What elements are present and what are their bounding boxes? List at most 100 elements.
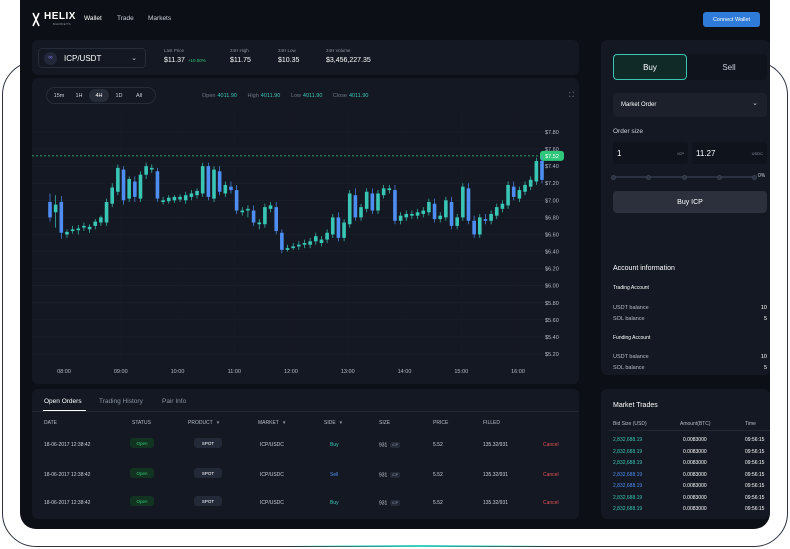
sort-down-icon: ▼: [338, 420, 344, 425]
nav-link-markets[interactable]: Markets: [148, 15, 172, 22]
size-slider[interactable]: [611, 174, 757, 180]
candle-body: [404, 213, 409, 218]
orders-panel: Open Orders Trading History Pair Info DA…: [32, 389, 579, 519]
expand-icon[interactable]: ⛶: [569, 92, 574, 99]
high-value: $11.75: [230, 57, 251, 64]
list-item: 2,832,688.19 0.0083000 09:56:15: [601, 449, 770, 460]
timeframe-15m[interactable]: 15m: [53, 92, 65, 99]
y-tick-label: $7.20: [545, 181, 559, 187]
x-tick-label: 12:00: [284, 369, 298, 375]
slider-stop[interactable]: [682, 174, 687, 180]
col-side[interactable]: SIDE ▼: [324, 420, 344, 426]
decorative-glow: [290, 545, 550, 547]
order-side: Buy: [330, 500, 339, 506]
cancel-order-button[interactable]: Cancel: [543, 472, 559, 478]
table-row: 18-06-2017 12:38:42 Open SPOT ICP/USDC Buy 93…: [32, 493, 579, 513]
connect-wallet-button[interactable]: Connect Wallet: [703, 12, 760, 27]
timeframe-1d[interactable]: 1D: [115, 92, 123, 99]
cancel-order-button[interactable]: Cancel: [543, 442, 559, 448]
x-tick-label: 15:00: [454, 369, 468, 375]
trading-account-label: Trading Account: [613, 285, 649, 291]
timeframe-all[interactable]: All: [135, 92, 143, 99]
total-input[interactable]: 11.27 USDC: [692, 142, 767, 164]
tab-pair-info[interactable]: Pair Info: [162, 398, 187, 405]
candle-body: [483, 219, 488, 221]
x-tick-label: 10:00: [171, 369, 185, 375]
volume-value: $3,456,227.35: [326, 57, 371, 64]
trading-usdt-row: USDT balance 10: [613, 305, 767, 311]
y-tick-label: $5.40: [545, 335, 559, 341]
candle-body: [511, 186, 516, 197]
trade-price: 2,832,688.19: [613, 448, 643, 455]
trade-time: 09:56:15: [745, 448, 765, 455]
stat-24h-volume: 24H Volume $3,456,227.35: [326, 48, 371, 64]
slider-stop[interactable]: [646, 174, 651, 180]
nav-link-trade[interactable]: Trade: [117, 15, 134, 22]
slider-stop[interactable]: [752, 174, 757, 180]
market-trades-panel: Market Trades Bid Size (USD) Amount(BTC)…: [601, 389, 770, 519]
candle-body: [217, 171, 222, 192]
candle-body: [183, 195, 188, 201]
trade-amount: 0.0083000: [683, 460, 707, 466]
col-market[interactable]: MARKET ▼: [258, 420, 287, 426]
buy-sell-toggle: Buy Sell: [613, 54, 767, 80]
col-amount: Amount(BTC): [680, 421, 711, 427]
nav-link-wallet[interactable]: Wallet: [84, 15, 102, 22]
candle-body: [472, 220, 476, 235]
pair-selector[interactable]: ∞ ICP/USDT ⌄: [38, 48, 146, 68]
trade-time: 09:56:15: [745, 471, 765, 478]
candle-body: [421, 210, 426, 214]
buy-tab[interactable]: Buy: [613, 54, 687, 80]
candle-body: [189, 193, 194, 197]
sort-down-icon: ▼: [215, 420, 221, 425]
candlestick-chart[interactable]: $7.80 $7.60 $7.40 $7.20 $7.00 $6.80 $6.60 $6.40…: [32, 78, 579, 384]
candle-body: [528, 179, 533, 187]
active-tab-indicator: [43, 410, 86, 411]
candle-body: [477, 217, 482, 235]
cancel-order-button[interactable]: Cancel: [543, 500, 559, 506]
low-value: $10.35: [278, 57, 300, 64]
buy-icp-button[interactable]: Buy ICP: [613, 191, 767, 213]
table-row: 18-06-2017 12:38:42 Open SPOT ICP/USDC Buy 93…: [32, 435, 579, 455]
trade-price: 2,832,688.19: [613, 506, 643, 512]
candle-body: [59, 202, 64, 233]
helix-logo[interactable]: HELIX MARKETS: [31, 11, 75, 29]
account-title: Account information: [613, 265, 675, 272]
candle-body: [302, 243, 307, 245]
order-side: Buy: [330, 442, 339, 448]
candle-body: [257, 222, 262, 225]
timeframe-4h[interactable]: 4H: [89, 89, 109, 102]
candle-body: [398, 215, 403, 221]
candle-body: [133, 181, 137, 197]
trade-time: 09:56:15: [745, 460, 765, 466]
volume-label: 24H Volume: [326, 48, 351, 53]
tab-open-orders[interactable]: Open Orders: [44, 398, 82, 405]
y-tick-label: $7.00: [545, 198, 559, 204]
high-value: 4011.90: [260, 93, 281, 99]
candle-body: [438, 215, 443, 220]
timeframe-selector: 15m 1H 4H 1D All: [46, 87, 156, 104]
size-input[interactable]: 1 ICP: [613, 142, 688, 164]
trade-amount: 0.0083000: [683, 437, 707, 443]
sort-down-icon: ▼: [281, 420, 287, 425]
candle-body: [166, 197, 171, 202]
col-product[interactable]: PRODUCT ▼: [188, 420, 221, 426]
order-size: 931 ICP: [379, 472, 401, 479]
sell-tab[interactable]: Sell: [722, 62, 736, 72]
slider-stop[interactable]: [611, 174, 616, 180]
candle-body: [432, 203, 437, 220]
candle-body: [76, 228, 81, 231]
candle-body: [246, 208, 250, 211]
divider: [609, 430, 770, 431]
timeframe-1h[interactable]: 1H: [75, 92, 83, 99]
trade-amount: 0.0083000: [683, 494, 707, 501]
product-badge: SPOT: [194, 496, 222, 506]
candle-body: [116, 167, 120, 192]
y-tick-label: $6.40: [545, 250, 559, 256]
candle-body: [121, 169, 126, 201]
slider-stop[interactable]: [717, 174, 722, 180]
open-value: 4011.90: [217, 93, 237, 99]
candle-body: [99, 217, 103, 223]
order-type-select[interactable]: Market Order ⌄: [613, 93, 767, 117]
tab-trading-history[interactable]: Trading History: [99, 398, 143, 405]
